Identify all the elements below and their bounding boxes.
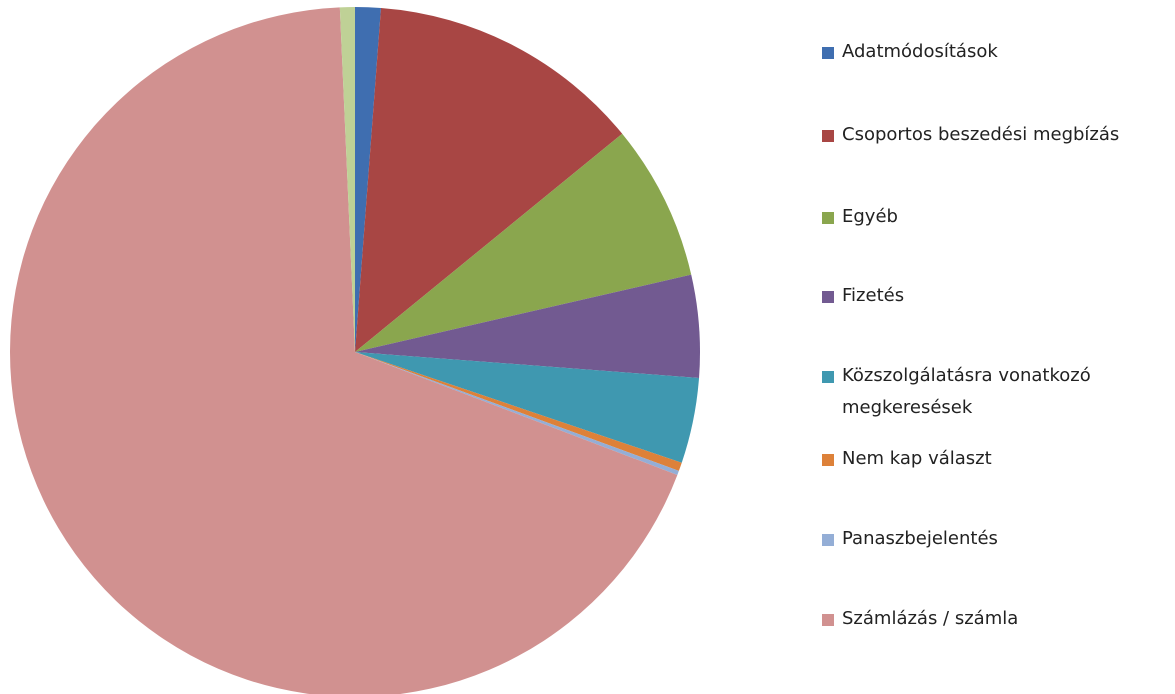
legend-item: Panaszbejelentés (820, 523, 998, 555)
legend-label: Csoportos beszedési megbízás (842, 124, 1120, 145)
pie-slice (355, 352, 679, 475)
pie-slice (10, 7, 678, 694)
pie-slice (355, 352, 682, 471)
legend-swatch (822, 534, 834, 546)
pie-slice (355, 7, 381, 352)
legend-label: Panaszbejelentés (842, 528, 998, 549)
pie-slice (355, 274, 701, 378)
legend-item: Közszolgálatásra vonatkozó megkeresések (820, 360, 1100, 424)
legend-swatch (822, 212, 834, 224)
pie-slice (355, 352, 700, 463)
legend-label: Egyéb (842, 206, 898, 227)
legend-swatch (822, 454, 834, 466)
legend-swatch (822, 291, 834, 303)
pie-slice (355, 133, 692, 352)
legend-item: Egyéb (820, 201, 898, 233)
legend-swatch (822, 614, 834, 626)
pie-slice (339, 7, 355, 352)
legend: Adatmódosítások Csoportos beszedési megbí… (820, 0, 1175, 694)
legend-label: Közszolgálatásra vonatkozó megkeresések (842, 365, 1091, 418)
legend-label: Nem kap választ (842, 448, 992, 469)
legend-label: Számlázás / számla (842, 608, 1019, 629)
legend-item: Nem kap választ (820, 443, 992, 475)
pie (10, 7, 701, 694)
legend-swatch (822, 371, 834, 383)
legend-swatch (822, 130, 834, 142)
legend-label: Adatmódosítások (842, 41, 998, 62)
legend-item: Csoportos beszedési megbízás (820, 119, 1119, 151)
legend-item: Fizetés (820, 280, 904, 312)
legend-item: Számlázás / számla (820, 603, 1018, 635)
legend-label: Fizetés (842, 285, 905, 306)
legend-swatch (822, 47, 834, 59)
legend-item: Adatmódosítások (820, 36, 998, 68)
pie-slice (355, 7, 623, 352)
